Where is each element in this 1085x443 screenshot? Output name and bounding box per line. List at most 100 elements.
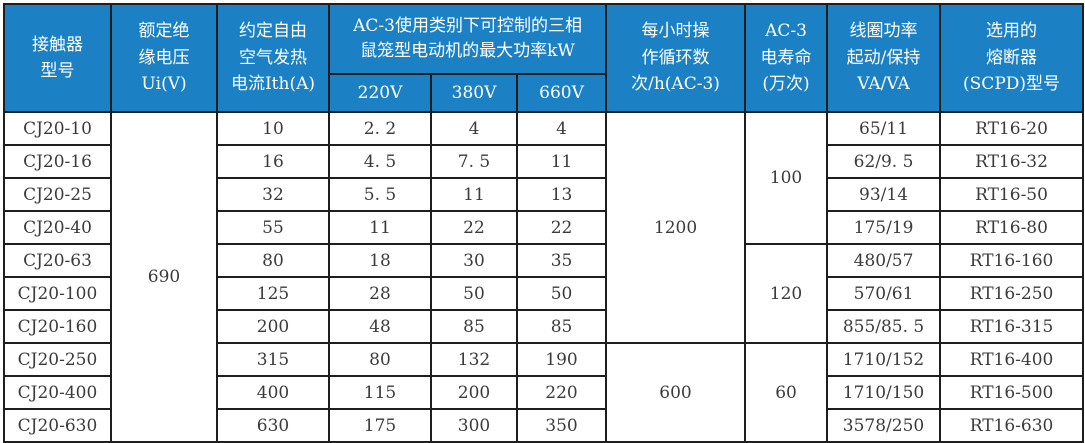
header-660v: 660V xyxy=(515,73,608,113)
cell-coil: 480/57 xyxy=(826,243,942,278)
cell-kw220: 115 xyxy=(328,375,432,410)
cell-kw220: 28 xyxy=(328,276,432,311)
cell-model: CJ20-250 xyxy=(3,342,112,377)
cell-kw220: 80 xyxy=(328,342,432,377)
cell-kw220: 11 xyxy=(328,210,432,245)
cell-model: CJ20-25 xyxy=(3,177,112,212)
header-insulation-voltage: 额定绝 缘电压 Ui(V) xyxy=(110,3,218,113)
cell-kw220: 175 xyxy=(328,408,432,443)
cell-cycles-high: 1200 xyxy=(605,111,747,344)
table-row: CJ20-40 55 11 22 22 175/19 RT16-80 xyxy=(3,210,1085,245)
cell-kw660: 50 xyxy=(515,276,608,311)
header-thermal-current: 约定自由 空气发热 电流Ith(A) xyxy=(216,3,330,113)
cell-model: CJ20-100 xyxy=(3,276,112,311)
header-coil-power: 线圈功率 起动/保持 VA/VA xyxy=(826,3,942,113)
cell-coil: 175/19 xyxy=(826,210,942,245)
cell-kw220: 4. 5 xyxy=(328,144,432,179)
header-380v: 380V xyxy=(430,73,518,113)
table-row: CJ20-16 16 4. 5 7. 5 11 62/9. 5 RT16-32 xyxy=(3,144,1085,179)
cell-coil: 93/14 xyxy=(826,177,942,212)
cell-kw660: 13 xyxy=(515,177,608,212)
cell-ith: 400 xyxy=(216,375,330,410)
header-ac3-life: AC-3 电寿命 (万次) xyxy=(744,3,829,113)
cell-life-60: 60 xyxy=(744,342,829,443)
cell-kw220: 18 xyxy=(328,243,432,278)
cell-coil: 1710/152 xyxy=(826,342,942,377)
cell-ith: 55 xyxy=(216,210,330,245)
cell-kw660: 350 xyxy=(515,408,608,443)
cell-kw380: 22 xyxy=(430,210,518,245)
cell-kw220: 48 xyxy=(328,309,432,344)
cell-life-120: 120 xyxy=(744,243,829,344)
header-220v: 220V xyxy=(328,73,432,113)
table-row: CJ20-630 630 175 300 350 3578/250 RT16-6… xyxy=(3,408,1085,443)
cell-fuse: RT16-50 xyxy=(939,177,1085,212)
cell-coil: 1710/150 xyxy=(826,375,942,410)
cell-coil: 62/9. 5 xyxy=(826,144,942,179)
table-row: CJ20-10 690 10 2. 2 4 4 1200 100 65/11 R… xyxy=(3,111,1085,443)
cell-ith: 315 xyxy=(216,342,330,377)
cell-kw660: 22 xyxy=(515,210,608,245)
cell-model: CJ20-16 xyxy=(3,144,112,179)
cell-kw380: 50 xyxy=(430,276,518,311)
cell-life-100: 100 xyxy=(744,111,829,245)
cell-model: CJ20-10 xyxy=(3,111,112,146)
cell-fuse: RT16-630 xyxy=(939,408,1085,443)
table-row: CJ20-25 32 5. 5 11 13 93/14 RT16-50 xyxy=(3,177,1085,212)
header-fuse-type: 选用的 熔断器 (SCPD)型号 xyxy=(939,3,1085,113)
cell-model: CJ20-40 xyxy=(3,210,112,245)
cell-fuse: RT16-80 xyxy=(939,210,1085,245)
cell-kw220: 5. 5 xyxy=(328,177,432,212)
header-operating-cycles: 每小时操 作循环数 次/h(AC-3) xyxy=(605,3,747,113)
cell-kw380: 300 xyxy=(430,408,518,443)
table-row: CJ20-250 315 80 132 190 600 60 1710/152 … xyxy=(3,342,1085,443)
cell-kw660: 220 xyxy=(515,375,608,410)
table-row: CJ20-63 80 18 30 35 120 480/57 RT16-160 xyxy=(3,243,1085,344)
cell-ui-voltage: 690 xyxy=(110,111,218,443)
cell-kw380: 30 xyxy=(430,243,518,278)
cell-kw380: 11 xyxy=(430,177,518,212)
cell-fuse: RT16-400 xyxy=(939,342,1085,377)
cell-fuse: RT16-20 xyxy=(939,111,1085,146)
cell-kw660: 85 xyxy=(515,309,608,344)
cell-cycles-low: 600 xyxy=(605,342,747,443)
cell-fuse: RT16-500 xyxy=(939,375,1085,410)
cell-kw380: 4 xyxy=(430,111,518,146)
table-row: CJ20-160 200 48 85 85 855/85. 5 RT16-315 xyxy=(3,309,1085,344)
cell-kw380: 85 xyxy=(430,309,518,344)
cell-ith: 125 xyxy=(216,276,330,311)
header-ac3-power-group: AC-3使用类别下可控制的三相 鼠笼型电动机的最大功率kW xyxy=(327,3,608,75)
cell-kw220: 2. 2 xyxy=(328,111,432,146)
table-row: CJ20-400 400 115 200 220 1710/150 RT16-5… xyxy=(3,375,1085,410)
cell-coil: 65/11 xyxy=(826,111,942,146)
header-row-main: 接触器 型号 额定绝 缘电压 Ui(V) 约定自由 空气发热 电流Ith(A) … xyxy=(3,3,1085,113)
cell-kw660: 35 xyxy=(515,243,608,278)
cell-kw660: 190 xyxy=(515,342,608,377)
table-row: CJ20-100 125 28 50 50 570/61 RT16-250 xyxy=(3,276,1085,311)
cell-ith: 80 xyxy=(216,243,330,278)
cell-kw380: 132 xyxy=(430,342,518,377)
cell-coil: 3578/250 xyxy=(826,408,942,443)
cell-kw380: 7. 5 xyxy=(430,144,518,179)
cell-fuse: RT16-32 xyxy=(939,144,1085,179)
cell-ith: 10 xyxy=(216,111,330,146)
cell-model: CJ20-160 xyxy=(3,309,112,344)
cell-fuse: RT16-160 xyxy=(939,243,1085,278)
cell-fuse: RT16-250 xyxy=(939,276,1085,311)
cell-model: CJ20-63 xyxy=(3,243,112,278)
cell-coil: 855/85. 5 xyxy=(826,309,942,344)
header-row-sub: 220V 380V 660V xyxy=(4,73,1083,113)
cell-kw660: 4 xyxy=(515,111,608,146)
cell-ith: 200 xyxy=(216,309,330,344)
cell-model: CJ20-630 xyxy=(3,408,112,443)
cell-ith: 32 xyxy=(216,177,330,212)
header-model: 接触器 型号 xyxy=(3,3,112,113)
cell-model: CJ20-400 xyxy=(3,375,112,410)
cell-kw660: 11 xyxy=(515,144,608,179)
cell-kw380: 200 xyxy=(430,375,518,410)
cell-ith: 16 xyxy=(216,144,330,179)
spec-table: 接触器 型号 额定绝 缘电压 Ui(V) 约定自由 空气发热 电流Ith(A) … xyxy=(3,3,1085,443)
cell-fuse: RT16-315 xyxy=(939,309,1085,344)
cell-coil: 570/61 xyxy=(826,276,942,311)
